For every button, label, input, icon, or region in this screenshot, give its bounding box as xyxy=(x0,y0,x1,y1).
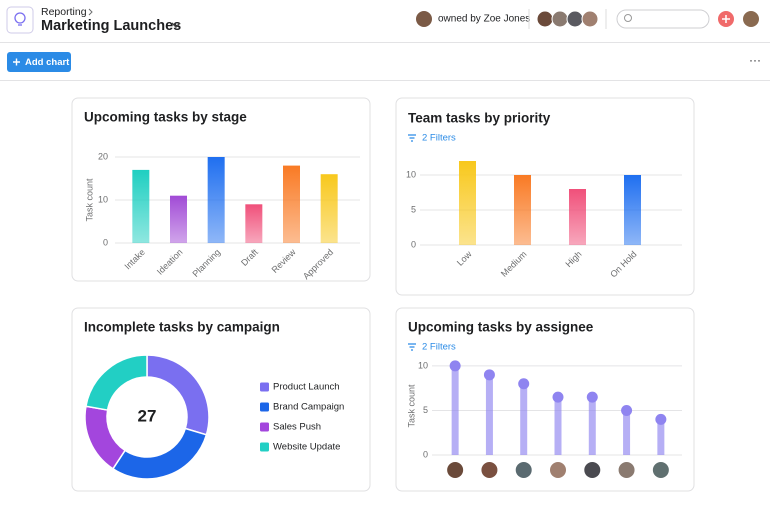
chart-title: Upcoming tasks by stage xyxy=(84,110,247,125)
card[interactable] xyxy=(71,307,371,492)
stem xyxy=(485,374,493,455)
y-tick-label: 5 xyxy=(411,204,416,214)
legend-label: Product Launch xyxy=(273,382,340,393)
bar[interactable] xyxy=(132,169,150,243)
more-menu[interactable]: ··· xyxy=(749,53,761,67)
dot[interactable] xyxy=(483,369,495,381)
stem xyxy=(623,410,631,455)
dot[interactable] xyxy=(655,413,667,425)
user-avatar[interactable] xyxy=(743,11,759,27)
y-axis-title: Task count xyxy=(84,178,94,222)
dot[interactable] xyxy=(518,378,530,390)
filter-icon xyxy=(408,343,416,351)
legend-swatch xyxy=(260,442,269,452)
card[interactable] xyxy=(395,97,695,296)
bar[interactable] xyxy=(245,204,263,243)
member-avatar[interactable] xyxy=(581,10,599,28)
stem xyxy=(554,397,562,455)
card[interactable] xyxy=(395,307,695,492)
chart-title: Upcoming tasks by assignee xyxy=(408,320,594,335)
stem xyxy=(520,383,528,455)
search-icon xyxy=(624,14,632,22)
stem xyxy=(657,419,665,455)
y-tick-label: 0 xyxy=(411,239,416,249)
plus-icon xyxy=(13,58,20,66)
breadcrumb-arrow xyxy=(88,8,93,16)
bar[interactable] xyxy=(170,195,187,243)
legend-swatch xyxy=(260,402,269,412)
filter-label[interactable]: 2 Filters xyxy=(422,342,456,353)
y-axis-title: Task count xyxy=(406,384,416,428)
add-chart-button[interactable] xyxy=(7,52,71,72)
assignee-avatar xyxy=(618,462,635,478)
filter-icon xyxy=(408,134,416,142)
member-avatar[interactable] xyxy=(536,10,554,28)
bar[interactable] xyxy=(514,175,531,245)
legend-label: Sales Push xyxy=(273,422,321,433)
dot[interactable] xyxy=(449,360,461,372)
project-title[interactable]: Marketing Launches xyxy=(41,18,181,34)
bar[interactable] xyxy=(320,174,338,243)
filter-label[interactable]: 2 Filters xyxy=(422,133,456,144)
owner-avatar[interactable] xyxy=(416,11,432,27)
bulb-icon xyxy=(14,12,26,24)
stem xyxy=(588,397,596,455)
assignee-avatar xyxy=(447,462,464,478)
legend-label: Website Update xyxy=(273,442,340,453)
dot[interactable] xyxy=(621,404,633,416)
plus-icon xyxy=(722,15,730,23)
title-chevron[interactable] xyxy=(171,22,181,28)
dot[interactable] xyxy=(586,391,598,403)
chart-title: Incomplete tasks by campaign xyxy=(84,320,280,335)
legend-swatch xyxy=(260,382,269,392)
assignee-avatar xyxy=(481,462,498,478)
bar[interactable] xyxy=(624,175,641,245)
y-tick-label: 5 xyxy=(423,405,428,415)
legend-swatch xyxy=(260,422,269,432)
project-icon[interactable] xyxy=(6,6,34,34)
assignee-avatar xyxy=(584,462,601,478)
owner: owned by Zoe Jones xyxy=(438,14,530,25)
bar[interactable] xyxy=(459,161,476,245)
bar[interactable] xyxy=(283,165,300,243)
y-tick-label: 20 xyxy=(98,151,108,161)
donut-segment[interactable] xyxy=(85,354,148,411)
y-tick-label: 0 xyxy=(103,237,108,247)
bar[interactable] xyxy=(207,157,225,243)
donut-total: 27 xyxy=(138,406,157,425)
assignee-avatar xyxy=(652,462,669,478)
stem xyxy=(451,365,459,455)
member-avatar[interactable] xyxy=(551,10,569,28)
breadcrumb[interactable]: Reporting xyxy=(41,6,87,18)
y-tick-label: 10 xyxy=(406,169,416,179)
assignee-avatar xyxy=(515,462,532,478)
y-tick-label: 0 xyxy=(423,449,428,459)
y-tick-label: 10 xyxy=(98,194,108,204)
chart-title: Team tasks by priority xyxy=(408,111,551,126)
assignee-avatar xyxy=(550,462,566,478)
add-chart-label[interactable]: Add chart xyxy=(25,57,70,68)
search-box[interactable] xyxy=(616,9,710,29)
dot[interactable] xyxy=(552,391,564,403)
legend-label: Brand Campaign xyxy=(273,402,344,413)
member-avatar[interactable] xyxy=(566,10,584,28)
bar[interactable] xyxy=(569,189,586,245)
y-tick-label: 10 xyxy=(418,360,428,370)
